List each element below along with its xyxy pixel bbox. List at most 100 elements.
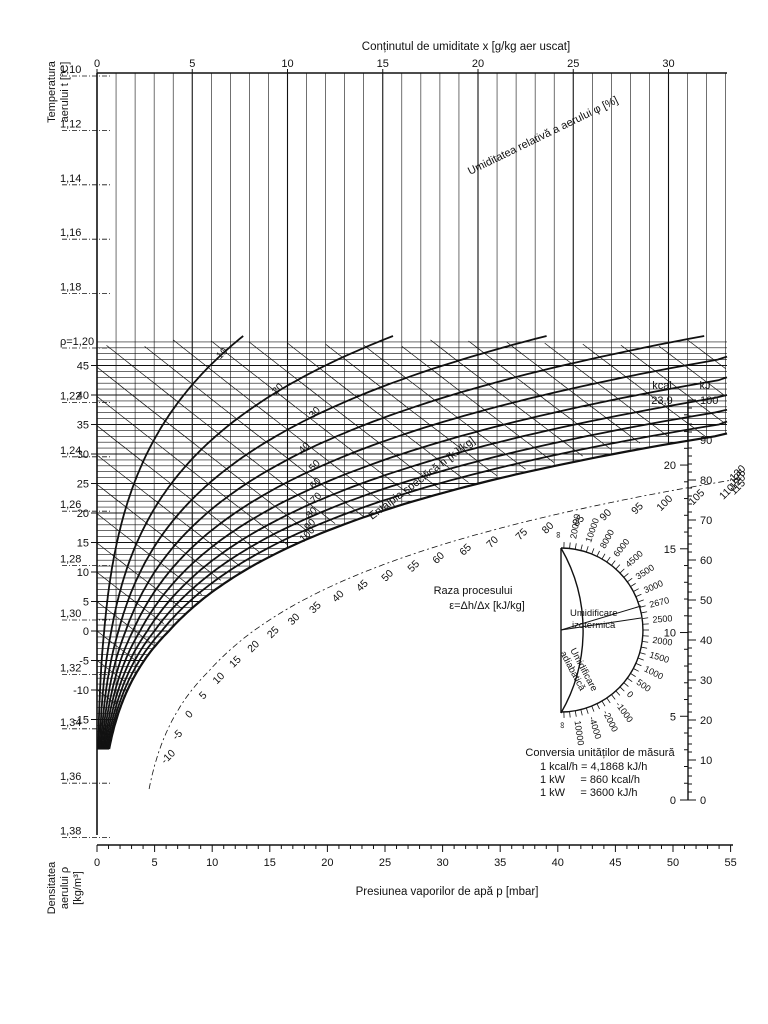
bottom-tick-label: 15 [264,857,276,869]
kj-tick-label: 90 [700,435,712,447]
protractor-tick [569,542,571,549]
top-axis-title: Conținutul de umiditate x [g/kg aer usca… [362,41,570,53]
rh-curve-40 [100,335,705,750]
protractor-tick [585,707,589,714]
protractor-tick [611,694,616,700]
left-axis-title: Temperatura aerului t [°C] [46,60,71,123]
enthalpy-value-label: 55 [405,558,422,575]
density-tick-label: 1,10 [60,64,81,76]
enthalpy-value-label: 105 [686,487,707,508]
kcal-tick-label: 20 [664,460,676,472]
enthalpy-value-label: 65 [457,541,474,558]
kcal-tick-label: 10 [664,628,676,640]
bottom-tick-label: 20 [321,857,333,869]
protractor-tick [596,550,600,557]
enthalpy-line [325,343,498,477]
left-axis-title-line2: aerului t [°C] [59,62,71,123]
density-tick-label: 1,22 [60,390,81,402]
protractor-tick [606,556,611,563]
protractor-tick [606,697,611,704]
protractor-tick [569,711,571,718]
protractor-tick [641,611,648,614]
protractor-tick [623,682,629,687]
protractor-lower-label: 1000 [643,664,665,682]
enthalpy-line [144,346,364,517]
protractor-tick [580,544,583,551]
protractor-tick [635,662,642,667]
kj-tick-label: 70 [700,515,712,527]
bottom-tick-label: 40 [552,857,564,869]
bottom-tick-label: 50 [667,857,679,869]
protractor-tick [627,577,633,583]
protractor-tick [591,548,595,555]
conversion-line-2: 1 kW = 860 kcal/h [540,774,640,786]
protractor-lower-label: 2000 [652,635,673,648]
kcal-tick-label: 0 [670,795,676,807]
protractor-outer-arc [560,547,584,714]
kcal-tick-label: 15 [664,544,676,556]
enthalpy-line [687,339,726,369]
enthalpy-line [430,339,584,457]
top-tick-label: 15 [377,58,389,70]
bottom-tick-label: 45 [609,857,621,869]
kj-tick-label: 20 [700,715,712,727]
protractor-tick [633,588,639,592]
left-axis-title-line1: Temperatura [46,60,58,123]
enthalpy-line [401,346,555,463]
temp-tick-label: 0 [83,626,89,638]
protractor-lower-label: ∞ [558,722,568,729]
enthalpy-value-label: 30 [286,611,303,628]
protractor-tick [623,573,629,578]
rh-curve-30 [99,335,547,750]
protractor-tick [641,646,648,649]
density-tick-label: 1,30 [60,608,81,620]
relative-humidity-label: Umiditatea relativă a aerului φ [%] [466,94,620,177]
protractor-tick [637,657,644,661]
density-tick-label: 1,36 [60,771,81,783]
protractor-lower-label: 1500 [648,650,670,665]
kj-tick-label: 50 [700,595,712,607]
protractor-tick [639,652,646,655]
rh-curve-70 [104,394,728,750]
temp-tick-label: 10 [77,567,89,579]
protractor-tick [633,668,639,672]
kcal-top-value: 23,9 [651,395,672,407]
bottom-tick-label: 30 [436,857,448,869]
enthalpy-value-label: 10 [211,670,228,687]
enthalpy-line [544,342,669,437]
enthalpy-value-label: 75 [513,526,530,543]
density-axis-title-line3: [kg/m³] [72,871,84,905]
protractor-upper-label: ∞ [553,532,563,538]
top-tick-label: 20 [472,58,484,70]
enthalpy-line [106,345,336,524]
enthalpy-value-label: -10 [159,747,178,766]
protractor-upper-label: 20000 [568,513,582,539]
kj-tick-label: 0 [700,795,706,807]
protractor-title-line1: Raza procesului [434,585,513,597]
protractor-tick [615,564,621,570]
protractor-tick [637,599,644,603]
axis-ticks: 0 5 10 15 20 25 300 5 10 15 20 25 30 35 40 45 50 55-15-10… [60,58,737,869]
protractor-lower-label: 10000 [572,720,586,746]
temp-tick-label: 35 [77,420,89,432]
density-axis-title-line2: aerului ρ [59,867,71,909]
protractor-radius-2500 [560,617,642,631]
unit-conversion-block: Conversia unităților de măsură 1 kcal/h … [525,747,675,799]
enthalpy-line [658,345,726,397]
protractor-radius-2670 [560,605,642,631]
conversion-line-3: 1 kW = 3600 kJ/h [540,787,638,799]
rh-curve-20 [98,335,394,750]
temp-tick-label: 40 [77,390,89,402]
protractor-tick [601,553,606,560]
protractor-upper-label: 3500 [634,562,656,581]
protractor-tick [601,700,606,707]
rh-curve-80 [105,408,728,750]
protractor-tick [585,546,589,553]
protractor-tick [630,673,636,677]
density-tick-label: 1,34 [60,717,81,729]
enthalpy-line [96,454,241,567]
enthalpy-value-label: 15 [227,654,244,671]
